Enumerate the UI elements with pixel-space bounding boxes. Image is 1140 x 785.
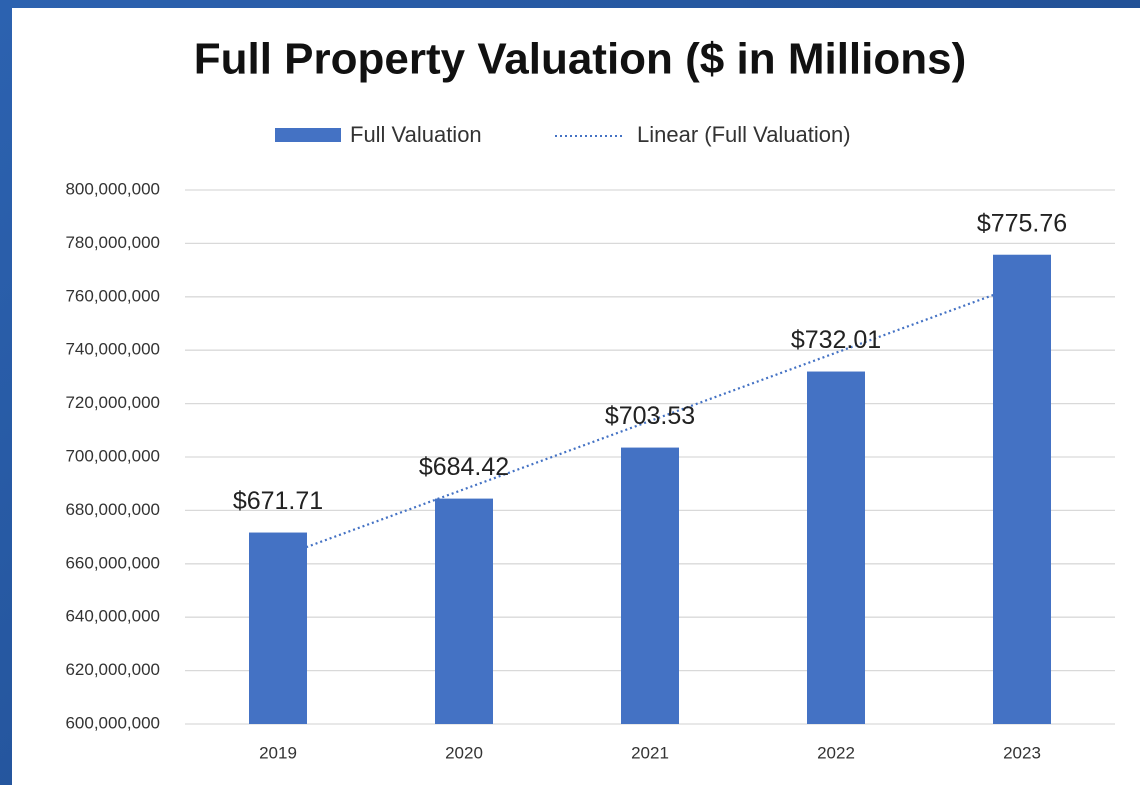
legend-label: Full Valuation [350, 122, 482, 147]
data-label: $684.42 [419, 453, 509, 481]
bar [249, 532, 307, 724]
x-tick-label: 2019 [259, 743, 297, 762]
data-label: $732.01 [791, 326, 881, 354]
y-tick-label: 600,000,000 [65, 713, 160, 732]
data-label: $703.53 [605, 402, 695, 430]
trendline [277, 283, 1023, 559]
data-label: $775.76 [977, 209, 1067, 237]
y-tick-label: 640,000,000 [65, 607, 160, 626]
x-tick-label: 2023 [1003, 743, 1041, 762]
data-label: $671.71 [233, 487, 323, 515]
y-tick-label: 700,000,000 [65, 446, 160, 465]
chart-panel [12, 8, 1140, 785]
y-tick-label: 620,000,000 [65, 660, 160, 679]
y-tick-label: 740,000,000 [65, 340, 160, 359]
legend-swatch [275, 128, 341, 142]
x-tick-label: 2022 [817, 743, 855, 762]
bar [621, 447, 679, 724]
bar [993, 254, 1051, 724]
legend-label: Linear (Full Valuation) [637, 122, 851, 147]
y-tick-label: 720,000,000 [65, 393, 160, 412]
bar [435, 498, 493, 724]
x-tick-label: 2021 [631, 743, 669, 762]
y-tick-label: 780,000,000 [65, 233, 160, 252]
y-tick-label: 800,000,000 [65, 179, 160, 198]
y-tick-label: 760,000,000 [65, 286, 160, 305]
y-tick-label: 660,000,000 [65, 553, 160, 572]
y-tick-label: 680,000,000 [65, 500, 160, 519]
chart-title: Full Property Valuation ($ in Millions) [194, 35, 967, 84]
x-tick-label: 2020 [445, 743, 483, 762]
bar [807, 371, 865, 724]
